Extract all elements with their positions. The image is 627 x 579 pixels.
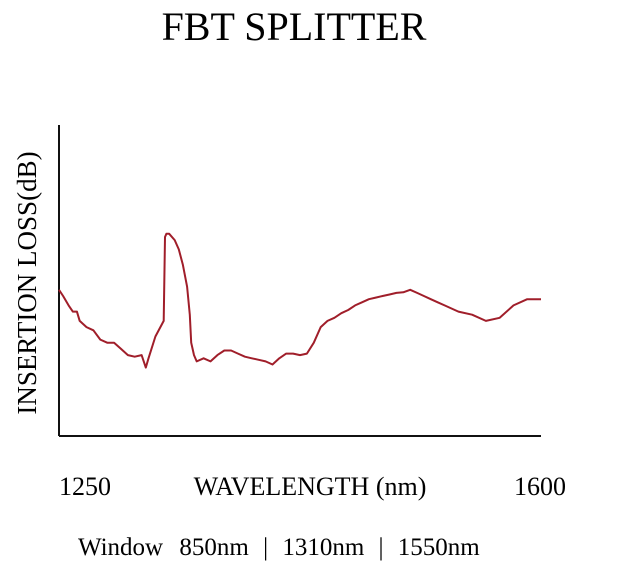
footer-window-1550: 1550nm — [398, 534, 481, 561]
x-tick-1600: 1600 — [514, 472, 566, 501]
footer-window-1310: 1310nm — [282, 534, 365, 561]
footer-window-line: Window 850nm | 1310nm | 1550nm — [78, 534, 480, 561]
x-tick-1250: 1250 — [59, 472, 111, 501]
insertion-loss-series-line — [58, 232, 541, 369]
footer-separator-1: | — [263, 534, 268, 561]
footer-window-850: 850nm — [179, 534, 249, 561]
footer-separator-2: | — [379, 534, 384, 561]
x-axis-label: WAVELENGTH (nm) — [194, 472, 427, 501]
y-axis-label: INSERTION LOSS(dB) — [12, 151, 42, 414]
footer-window-label: Window — [78, 534, 163, 561]
chart-title: FBT SPLITTER — [162, 4, 427, 49]
